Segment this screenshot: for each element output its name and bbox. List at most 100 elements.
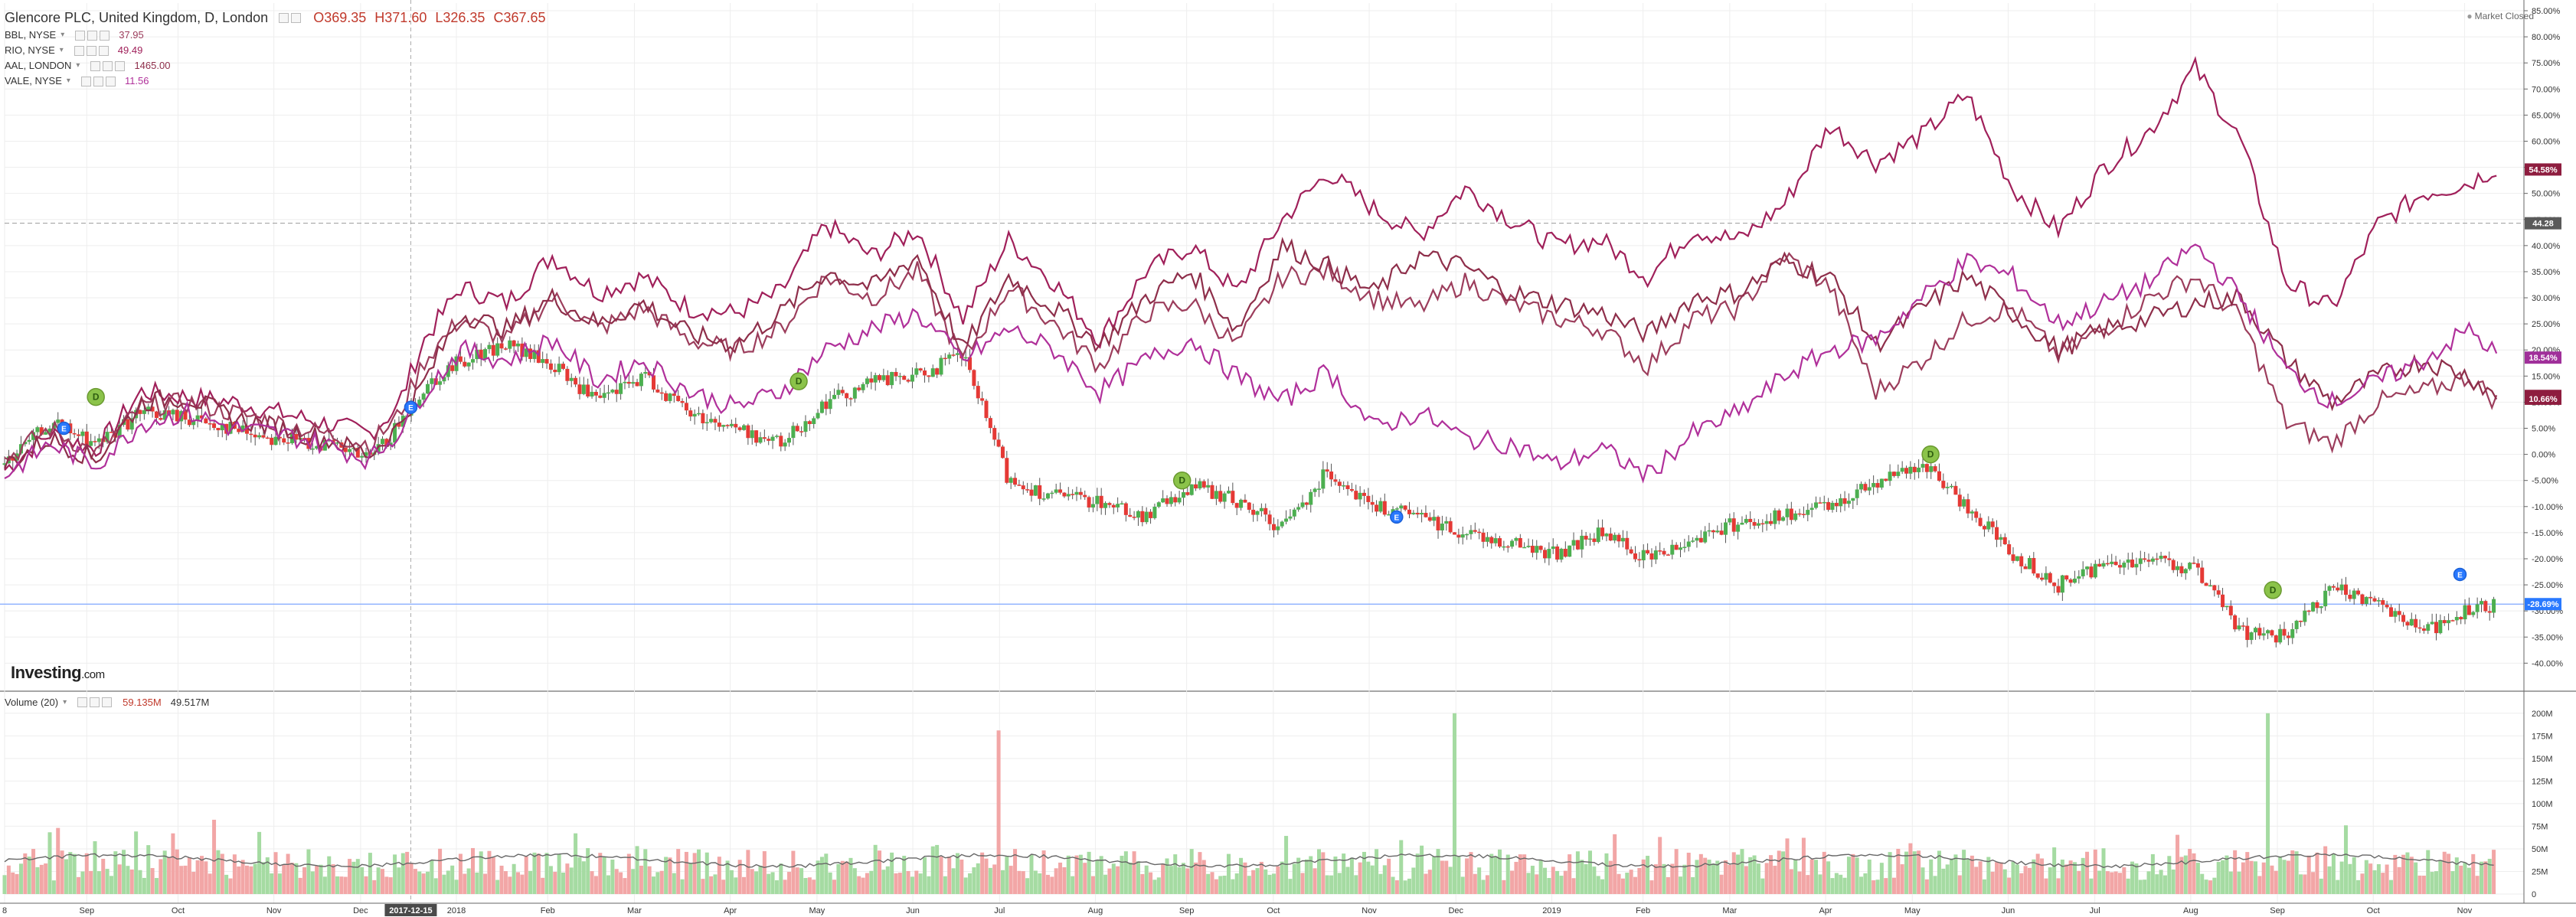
volume-bar <box>1013 849 1018 894</box>
earnings-marker[interactable] <box>404 400 418 414</box>
candle-body <box>2381 600 2385 605</box>
candle-body <box>2417 627 2422 629</box>
earnings-marker[interactable] <box>2453 567 2467 582</box>
settings-icon[interactable] <box>93 76 103 86</box>
settings-icon[interactable] <box>291 12 302 23</box>
volume-bar <box>1309 856 1313 894</box>
earnings-marker[interactable] <box>1390 510 1404 524</box>
volume-bar <box>1575 851 1580 894</box>
legend-overlay-row[interactable]: VALE, NYSE ▾ 11.56 <box>5 73 551 89</box>
eye-icon[interactable] <box>279 12 289 23</box>
candle-body <box>927 375 931 377</box>
volume-bar <box>688 863 693 894</box>
earnings-marker[interactable] <box>57 421 71 436</box>
eye-icon[interactable] <box>77 697 88 707</box>
legend-controls[interactable] <box>279 12 302 23</box>
candle-body <box>902 376 907 380</box>
volume-bar <box>1781 851 1786 894</box>
overlay-symbol-label[interactable]: AAL, LONDON <box>5 60 72 71</box>
candle-body <box>2356 590 2361 595</box>
close-icon[interactable] <box>115 60 126 71</box>
eye-icon[interactable] <box>75 30 86 41</box>
candle-body <box>1095 495 1100 504</box>
volume-bar <box>1588 850 1593 894</box>
settings-icon[interactable] <box>90 697 100 707</box>
eye-icon[interactable] <box>74 45 84 56</box>
chevron-down-icon[interactable]: ▾ <box>66 77 70 85</box>
series-line-vale[interactable] <box>4 243 2498 484</box>
candle-body <box>1588 538 1593 540</box>
volume-bar <box>1234 873 1239 894</box>
candle-body <box>2134 563 2139 568</box>
candle-body <box>1522 547 1527 549</box>
close-icon[interactable] <box>100 30 110 41</box>
event-markers[interactable]: D D D D D E E E E <box>57 372 2467 599</box>
settings-icon[interactable] <box>87 30 98 41</box>
volume-bar <box>355 859 360 894</box>
dividend-marker[interactable] <box>1921 445 1940 464</box>
main-symbol-label[interactable]: Glencore PLC, United Kingdom, D, London <box>5 10 269 25</box>
series-line-rio[interactable] <box>4 56 2497 472</box>
overlay-controls[interactable] <box>90 60 126 71</box>
settings-icon[interactable] <box>103 60 113 71</box>
dividend-marker[interactable] <box>1172 471 1192 490</box>
candle-body <box>1382 501 1387 515</box>
volume-bar <box>2364 860 2368 894</box>
chevron-down-icon[interactable]: ▾ <box>63 698 67 707</box>
volume-bar <box>1698 853 1703 894</box>
volume-bar <box>1978 861 1983 894</box>
volume-bar <box>1090 876 1095 894</box>
volume-controls[interactable] <box>77 697 113 707</box>
overlay-symbol-label[interactable]: VALE, NYSE <box>5 75 62 86</box>
overlay-symbol-label[interactable]: RIO, NYSE <box>5 44 55 56</box>
volume-bar <box>277 873 282 894</box>
volume-bar <box>2052 847 2057 894</box>
chevron-down-icon[interactable]: ▾ <box>59 46 64 54</box>
volume-bar <box>463 873 467 894</box>
volume-legend[interactable]: Volume (20) ▾ 59.135M 49.517M <box>5 697 209 708</box>
legend-overlay-row[interactable]: RIO, NYSE ▾ 49.49 <box>5 43 551 58</box>
overlay-controls[interactable] <box>75 30 110 41</box>
volume-bar <box>873 844 878 894</box>
series-line-bbl[interactable] <box>4 252 2498 462</box>
close-icon[interactable] <box>105 76 116 86</box>
candle-body <box>1806 510 1810 515</box>
candle-body <box>2249 632 2254 641</box>
marker-label: E <box>1394 514 1399 522</box>
overlay-controls[interactable] <box>74 45 109 56</box>
dividend-marker[interactable] <box>789 372 808 390</box>
settings-icon[interactable] <box>86 45 96 56</box>
candle-body <box>2179 566 2184 573</box>
close-icon[interactable] <box>102 697 113 707</box>
volume-bar <box>803 878 808 894</box>
legend-overlay-row[interactable]: BBL, NYSE ▾ 37.95 <box>5 28 551 43</box>
volume-bar <box>721 879 726 894</box>
overlay-symbol-label[interactable]: BBL, NYSE <box>5 29 57 41</box>
dividend-marker[interactable] <box>87 387 105 406</box>
chevron-down-icon[interactable]: ▾ <box>60 31 65 39</box>
volume-bar <box>1785 838 1790 894</box>
legend-overlay-row[interactable]: AAL, LONDON ▾ 1465.00 <box>5 58 551 73</box>
legend-main-row[interactable]: Glencore PLC, United Kingdom, D, London … <box>5 8 551 28</box>
candle-body <box>2388 607 2393 617</box>
high-value: H371.60 <box>374 10 427 25</box>
volume-bar <box>77 876 81 894</box>
eye-icon[interactable] <box>90 60 101 71</box>
candle-body <box>2212 585 2217 591</box>
volume-bar <box>1950 858 1954 894</box>
series-line-aal[interactable] <box>3 237 2498 469</box>
volume-bar <box>1764 863 1769 894</box>
volume-bar <box>183 865 188 894</box>
eye-icon[interactable] <box>80 76 91 86</box>
volume-bar <box>138 870 142 894</box>
volume-bar <box>2463 862 2467 894</box>
volume-label[interactable]: Volume (20) <box>5 697 59 708</box>
dividend-marker[interactable] <box>2264 581 2282 599</box>
chevron-down-icon[interactable]: ▾ <box>76 61 80 70</box>
volume-bar <box>413 869 417 894</box>
overlay-controls[interactable] <box>80 76 116 86</box>
candle-body <box>639 374 643 387</box>
close-icon[interactable] <box>98 45 109 56</box>
